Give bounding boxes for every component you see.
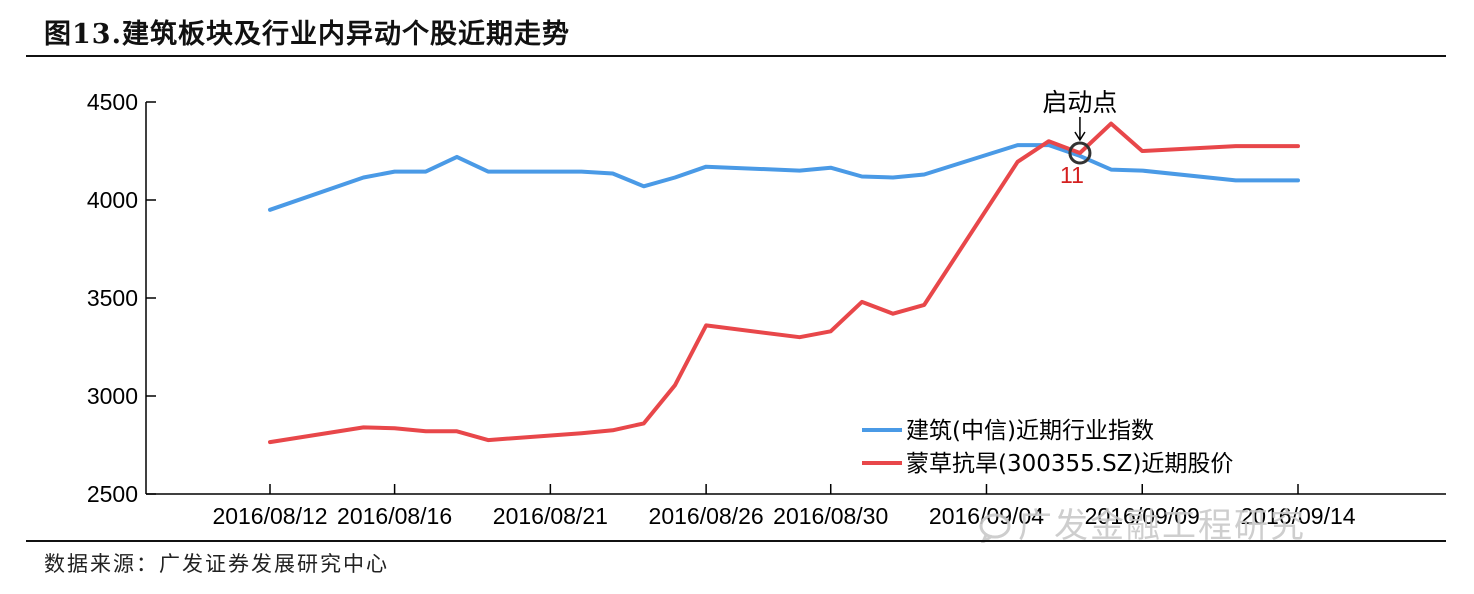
y-tick-label: 3500 [87, 285, 138, 311]
watermark: 广发金融工程研究 [978, 498, 1306, 547]
series-line-2 [268, 121, 1300, 445]
x-tick-label: 2016/08/26 [649, 503, 764, 529]
figure-title: 图13.建筑板块及行业内异动个股近期走势 [44, 19, 570, 50]
title-rule [26, 55, 1446, 57]
x-tick-label: 2016/09/14 [1240, 503, 1355, 529]
y-tick-label: 2500 [87, 481, 138, 507]
legend-label-1: 建筑(中信)近期行业指数 [906, 418, 1154, 444]
source-note: 数据来源：广发证券发展研究中心 [44, 552, 389, 576]
source-rule [26, 540, 1446, 542]
chat-bubble-icon [979, 513, 1011, 543]
x-tick-label: 2016/09/09 [1085, 503, 1200, 529]
annotation-label: 启动点 [1042, 88, 1117, 117]
series-line-1 [268, 143, 1300, 212]
x-tick-label: 2016/08/21 [493, 503, 608, 529]
y-tick-label: 3000 [87, 383, 138, 409]
y-tick-label: 4000 [87, 187, 138, 213]
x-tick-label: 2016/08/30 [773, 503, 888, 529]
watermark-text: 广发金融工程研究 [1018, 506, 1306, 546]
x-tick-label: 2016/08/12 [212, 503, 327, 529]
annotation-arrowhead [1074, 131, 1086, 142]
start-point-marker [1068, 141, 1092, 165]
annotation-value: 11 [1060, 162, 1084, 188]
legend-label-2: 蒙草抗旱(300355.SZ)近期股价 [906, 451, 1233, 477]
y-tick-label: 4500 [87, 89, 138, 115]
x-tick-label: 2016/08/16 [337, 503, 452, 529]
